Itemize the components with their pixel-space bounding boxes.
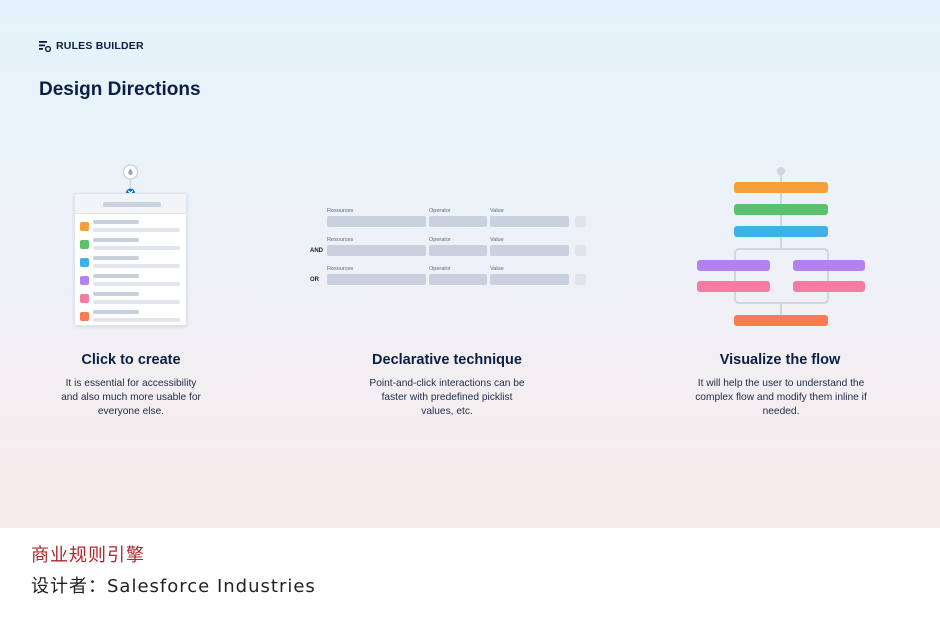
color-swatch [80, 222, 89, 231]
list-item [80, 238, 180, 250]
caption-title: 商业规则引擎 [31, 545, 145, 566]
brand-name: RULES BUILDER [56, 40, 144, 52]
flow-branch-right-pink [793, 281, 865, 292]
item-title-placeholder [93, 292, 139, 296]
flow-branch-box [734, 248, 829, 304]
resources-field [327, 274, 426, 285]
item-title-placeholder [93, 310, 139, 314]
value-field [490, 245, 569, 256]
field-label: Operator [429, 266, 451, 272]
value-field [490, 216, 569, 227]
operator-field [429, 216, 487, 227]
card-header [75, 194, 186, 214]
color-swatch [80, 312, 89, 321]
item-title-placeholder [93, 220, 139, 224]
color-swatch [80, 276, 89, 285]
flow-branch-left-pink [697, 281, 770, 292]
list-item [80, 220, 180, 232]
drop-pin-icon [122, 164, 139, 198]
operator-field [429, 274, 487, 285]
resources-field [327, 245, 426, 256]
item-text-placeholder [93, 228, 180, 232]
logic-operator-or: OR [310, 277, 319, 283]
flow-start-node [777, 167, 785, 175]
logic-operator-and: AND [310, 248, 323, 254]
flow-branch-left-purple [697, 260, 770, 271]
color-swatch [80, 294, 89, 303]
field-label: Operator [429, 237, 451, 243]
list-item [80, 274, 180, 286]
field-label: Value [490, 237, 504, 243]
list-item [80, 310, 180, 322]
color-swatch [80, 258, 89, 267]
flow-branch-right-purple [793, 260, 865, 271]
item-text-placeholder [93, 246, 180, 250]
item-text-placeholder [93, 300, 180, 304]
flow-connector [780, 237, 782, 249]
field-label: Resources [327, 266, 354, 272]
item-title-placeholder [93, 274, 139, 278]
item-text-placeholder [93, 318, 180, 322]
field-label: Resources [327, 208, 354, 214]
row-action-box [575, 216, 586, 227]
flow-step-green [734, 204, 828, 215]
operator-field [429, 245, 487, 256]
resources-field [327, 216, 426, 227]
column-description-visualize-the-flow: It will help the user to understand the … [695, 378, 867, 417]
list-item [80, 256, 180, 268]
column-title-declarative-technique: Declarative technique [372, 352, 522, 368]
brand: RULES BUILDER [39, 40, 144, 52]
item-title-placeholder [93, 256, 139, 260]
flow-step-coral [734, 315, 828, 326]
rules-list-card [74, 193, 187, 326]
field-label: Value [490, 208, 504, 214]
row-action-box [575, 274, 586, 285]
list-item [80, 292, 180, 304]
item-title-placeholder [93, 238, 139, 242]
item-text-placeholder [93, 282, 180, 286]
caption-designer: 设计者：Salesforce Industries [31, 576, 316, 597]
flow-connector [780, 193, 782, 205]
rules-list-icon [39, 41, 51, 52]
field-label: Value [490, 266, 504, 272]
flow-connector [780, 174, 782, 188]
flow-connector [780, 215, 782, 227]
row-action-box [575, 245, 586, 256]
page-title: Design Directions [39, 79, 201, 100]
color-swatch [80, 240, 89, 249]
column-title-visualize-the-flow: Visualize the flow [719, 352, 841, 368]
column-description-click-to-create: It is essential for accessibility and al… [61, 378, 201, 417]
column-description-declarative-technique: Point-and-click interactions can be fast… [369, 378, 525, 417]
column-title-click-to-create: Click to create [81, 352, 181, 368]
flow-step-blue [734, 226, 828, 237]
slide: RULES BUILDER Design Directions [0, 0, 940, 528]
item-text-placeholder [93, 264, 180, 268]
card-header-placeholder [103, 202, 161, 207]
value-field [490, 274, 569, 285]
field-label: Resources [327, 237, 354, 243]
flow-step-orange [734, 182, 828, 193]
flow-connector [780, 304, 782, 316]
field-label: Operator [429, 208, 451, 214]
